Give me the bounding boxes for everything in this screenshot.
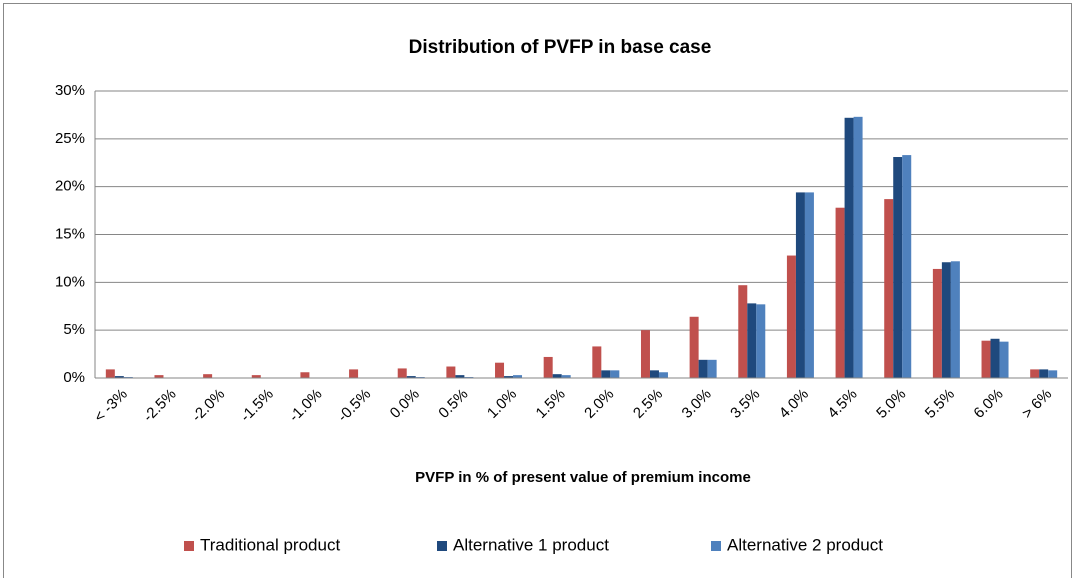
bar [884,199,894,378]
y-tick-label: 15% [55,225,85,242]
bar [747,303,757,378]
bar [154,375,164,378]
y-tick-label: 20% [55,178,85,195]
bar [1039,369,1049,378]
bar [844,117,854,378]
bar [707,359,717,378]
legend-swatch [437,541,447,551]
bar [795,192,805,378]
chart-border [3,3,1072,578]
bar [658,372,668,378]
bar [513,375,523,378]
bar [640,330,650,378]
bar [203,374,213,378]
y-tick-label: 5% [63,321,85,338]
bar [251,375,261,378]
bar [504,376,514,378]
bar [689,316,699,378]
bar [698,359,708,378]
bar [804,192,814,378]
legend-swatch [184,541,194,551]
bar [1048,370,1058,378]
y-tick-label: 25% [55,130,85,147]
bar [786,255,796,378]
bar [406,376,416,378]
legend-label: Alternative 1 product [453,535,609,554]
bar [893,157,903,378]
bar [349,369,359,378]
bar [999,341,1009,378]
bar [300,372,310,378]
bar [649,370,659,378]
bar [932,268,942,378]
legend-label: Alternative 2 product [727,535,883,554]
y-tick-label: 0% [63,369,85,386]
bar [455,375,465,378]
bar [738,285,748,378]
bar [1030,369,1040,378]
bar [397,368,407,378]
bar [114,376,124,378]
legend-label: Traditional product [200,535,340,554]
bar [853,116,863,378]
bar [592,346,602,378]
bar [756,304,766,378]
bar [941,262,951,378]
y-tick-label: 30% [55,82,85,99]
bar [561,375,571,378]
bar [543,356,553,378]
y-tick-label: 10% [55,273,85,290]
bar [835,207,845,378]
bar [902,155,912,378]
chart-title: Distribution of PVFP in base case [409,37,712,58]
bar [446,366,456,378]
bar [105,369,115,378]
bar [950,261,960,378]
bar [495,362,505,378]
bar [610,370,620,378]
bar [990,338,1000,378]
x-axis-title: PVFP in % of present value of premium in… [415,469,751,486]
bar [552,374,562,378]
bar [601,370,611,378]
bar [981,340,991,378]
legend-swatch [711,541,721,551]
